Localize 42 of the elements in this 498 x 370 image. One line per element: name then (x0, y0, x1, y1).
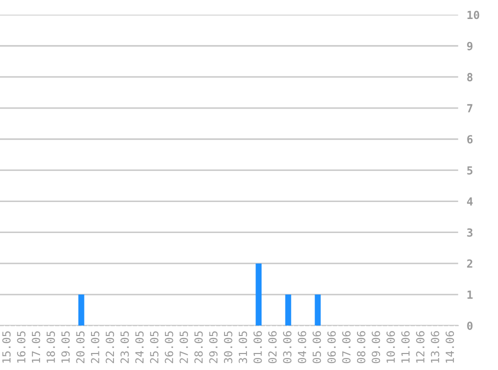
x-tick-label: 09.06 (372, 331, 380, 364)
x-tick-label: 14.06 (446, 331, 454, 363)
x-tick-label: 20.05 (76, 331, 85, 364)
x-tick-label: 27.05 (180, 331, 188, 364)
x-tick-label: 30.05 (224, 331, 232, 364)
x-tick-label: 29.05 (209, 331, 218, 364)
x-tick-label: 06.06 (327, 331, 336, 364)
x-tick-label: 15.05 (2, 331, 11, 363)
x-tick-label: 10.06 (386, 331, 395, 363)
y-tick-label: 6 (467, 135, 473, 144)
x-tick-label: 31.05 (238, 331, 248, 364)
x-tick-label: 04.06 (298, 331, 306, 364)
y-tick-label: 2 (467, 259, 472, 268)
x-tick-label: 16.05 (17, 331, 26, 363)
y-tick-label: 3 (467, 228, 472, 237)
x-tick-label: 13.06 (430, 331, 440, 363)
x-tick-label: 02.06 (268, 331, 277, 364)
x-tick-label: 28.05 (194, 331, 203, 364)
x-tick-label: 07.06 (342, 331, 351, 364)
x-tick-label: 25.05 (150, 331, 158, 364)
y-tick-label: 1 (468, 290, 473, 299)
x-tick-label: 18.05 (46, 331, 55, 363)
y-tick-label: 9 (467, 42, 472, 50)
y-tick-label: 10 (468, 10, 480, 20)
x-tick-label: 05.06 (312, 331, 322, 364)
y-tick-label: 8 (467, 72, 472, 82)
x-tick-label: 08.06 (356, 331, 366, 364)
x-tick-label: 26.05 (164, 331, 174, 364)
y-tick-label: 0 (467, 322, 473, 330)
y-tick-label: 4 (467, 197, 473, 206)
x-tick-label: 22.05 (106, 331, 114, 364)
y-tick-label: 5 (467, 166, 472, 175)
x-tick-label: 01.06 (253, 331, 262, 364)
x-tick-label: 24.05 (135, 331, 144, 364)
x-tick-label: 03.06 (283, 331, 292, 364)
x-tick-label: 23.05 (120, 331, 129, 364)
x-tick-label: 21.05 (90, 331, 100, 364)
x-tick-label: 12.06 (416, 331, 424, 363)
x-tick-label: 17.05 (32, 331, 40, 363)
x-tick-label: 19.05 (61, 331, 70, 363)
x-tick-label: 11.06 (401, 331, 410, 363)
y-tick-label: 7 (467, 104, 472, 112)
